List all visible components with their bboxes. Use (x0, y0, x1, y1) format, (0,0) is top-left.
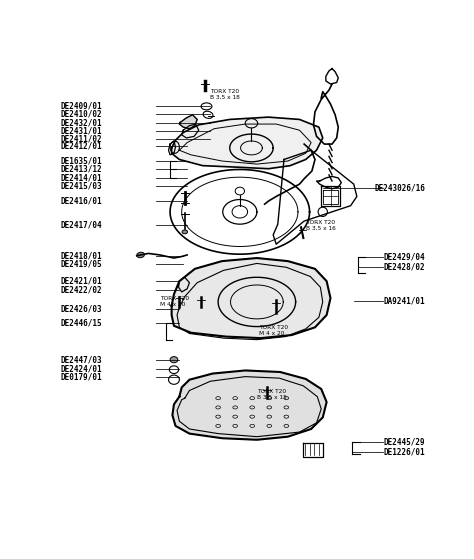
Ellipse shape (137, 252, 145, 258)
Text: B 3,5 x 18: B 3,5 x 18 (210, 95, 240, 100)
Text: DE243026/16: DE243026/16 (374, 183, 425, 192)
Text: TORX T20: TORX T20 (306, 220, 335, 225)
Text: DE2445/29: DE2445/29 (383, 438, 425, 447)
Text: B 3,5 x 16: B 3,5 x 16 (306, 226, 336, 231)
Text: TORX T20: TORX T20 (160, 296, 189, 301)
Text: DE0179/01: DE0179/01 (61, 373, 102, 382)
Text: M 4 x 20: M 4 x 20 (160, 302, 185, 307)
Ellipse shape (170, 357, 178, 363)
Text: DE1226/01: DE1226/01 (383, 448, 425, 457)
Text: DE2421/01: DE2421/01 (61, 277, 102, 286)
Text: DE2414/01: DE2414/01 (61, 173, 102, 182)
Text: DE2419/05: DE2419/05 (61, 260, 102, 269)
Text: DE2426/03: DE2426/03 (61, 304, 102, 314)
Text: TORX T20: TORX T20 (210, 89, 239, 94)
Ellipse shape (199, 311, 206, 316)
Polygon shape (179, 115, 197, 129)
Text: DE1635/01: DE1635/01 (61, 157, 102, 165)
Text: M 4 x 20: M 4 x 20 (259, 331, 285, 336)
Polygon shape (172, 117, 323, 169)
Text: DE2410/02: DE2410/02 (61, 110, 102, 119)
Text: DE2417/04: DE2417/04 (61, 220, 102, 229)
Text: DE2428/02: DE2428/02 (383, 263, 425, 272)
Text: DE2412/01: DE2412/01 (61, 142, 102, 151)
Text: DA9241/01: DA9241/01 (383, 297, 425, 306)
Text: DE2432/01: DE2432/01 (61, 119, 102, 128)
Text: DE2429/04: DE2429/04 (383, 252, 425, 261)
Text: DE2416/01: DE2416/01 (61, 197, 102, 206)
Text: DE2447/03: DE2447/03 (61, 356, 102, 365)
Text: B 3,5 x 15: B 3,5 x 15 (257, 395, 287, 400)
Polygon shape (173, 371, 327, 440)
Text: TORX T20: TORX T20 (259, 325, 288, 330)
Text: DE2411/02: DE2411/02 (61, 134, 102, 143)
Text: DE2418/01: DE2418/01 (61, 251, 102, 260)
Text: DE2446/15: DE2446/15 (61, 318, 102, 327)
Text: TORX T20: TORX T20 (257, 389, 286, 394)
Text: DE2413/12: DE2413/12 (61, 165, 102, 174)
Polygon shape (172, 258, 330, 338)
Text: DE2409/01: DE2409/01 (61, 102, 102, 111)
Ellipse shape (182, 230, 188, 234)
Text: DE2422/02: DE2422/02 (61, 285, 102, 294)
Text: DE2424/01: DE2424/01 (61, 364, 102, 373)
Text: DE2415/03: DE2415/03 (61, 182, 102, 191)
Text: DE2431/01: DE2431/01 (61, 126, 102, 135)
